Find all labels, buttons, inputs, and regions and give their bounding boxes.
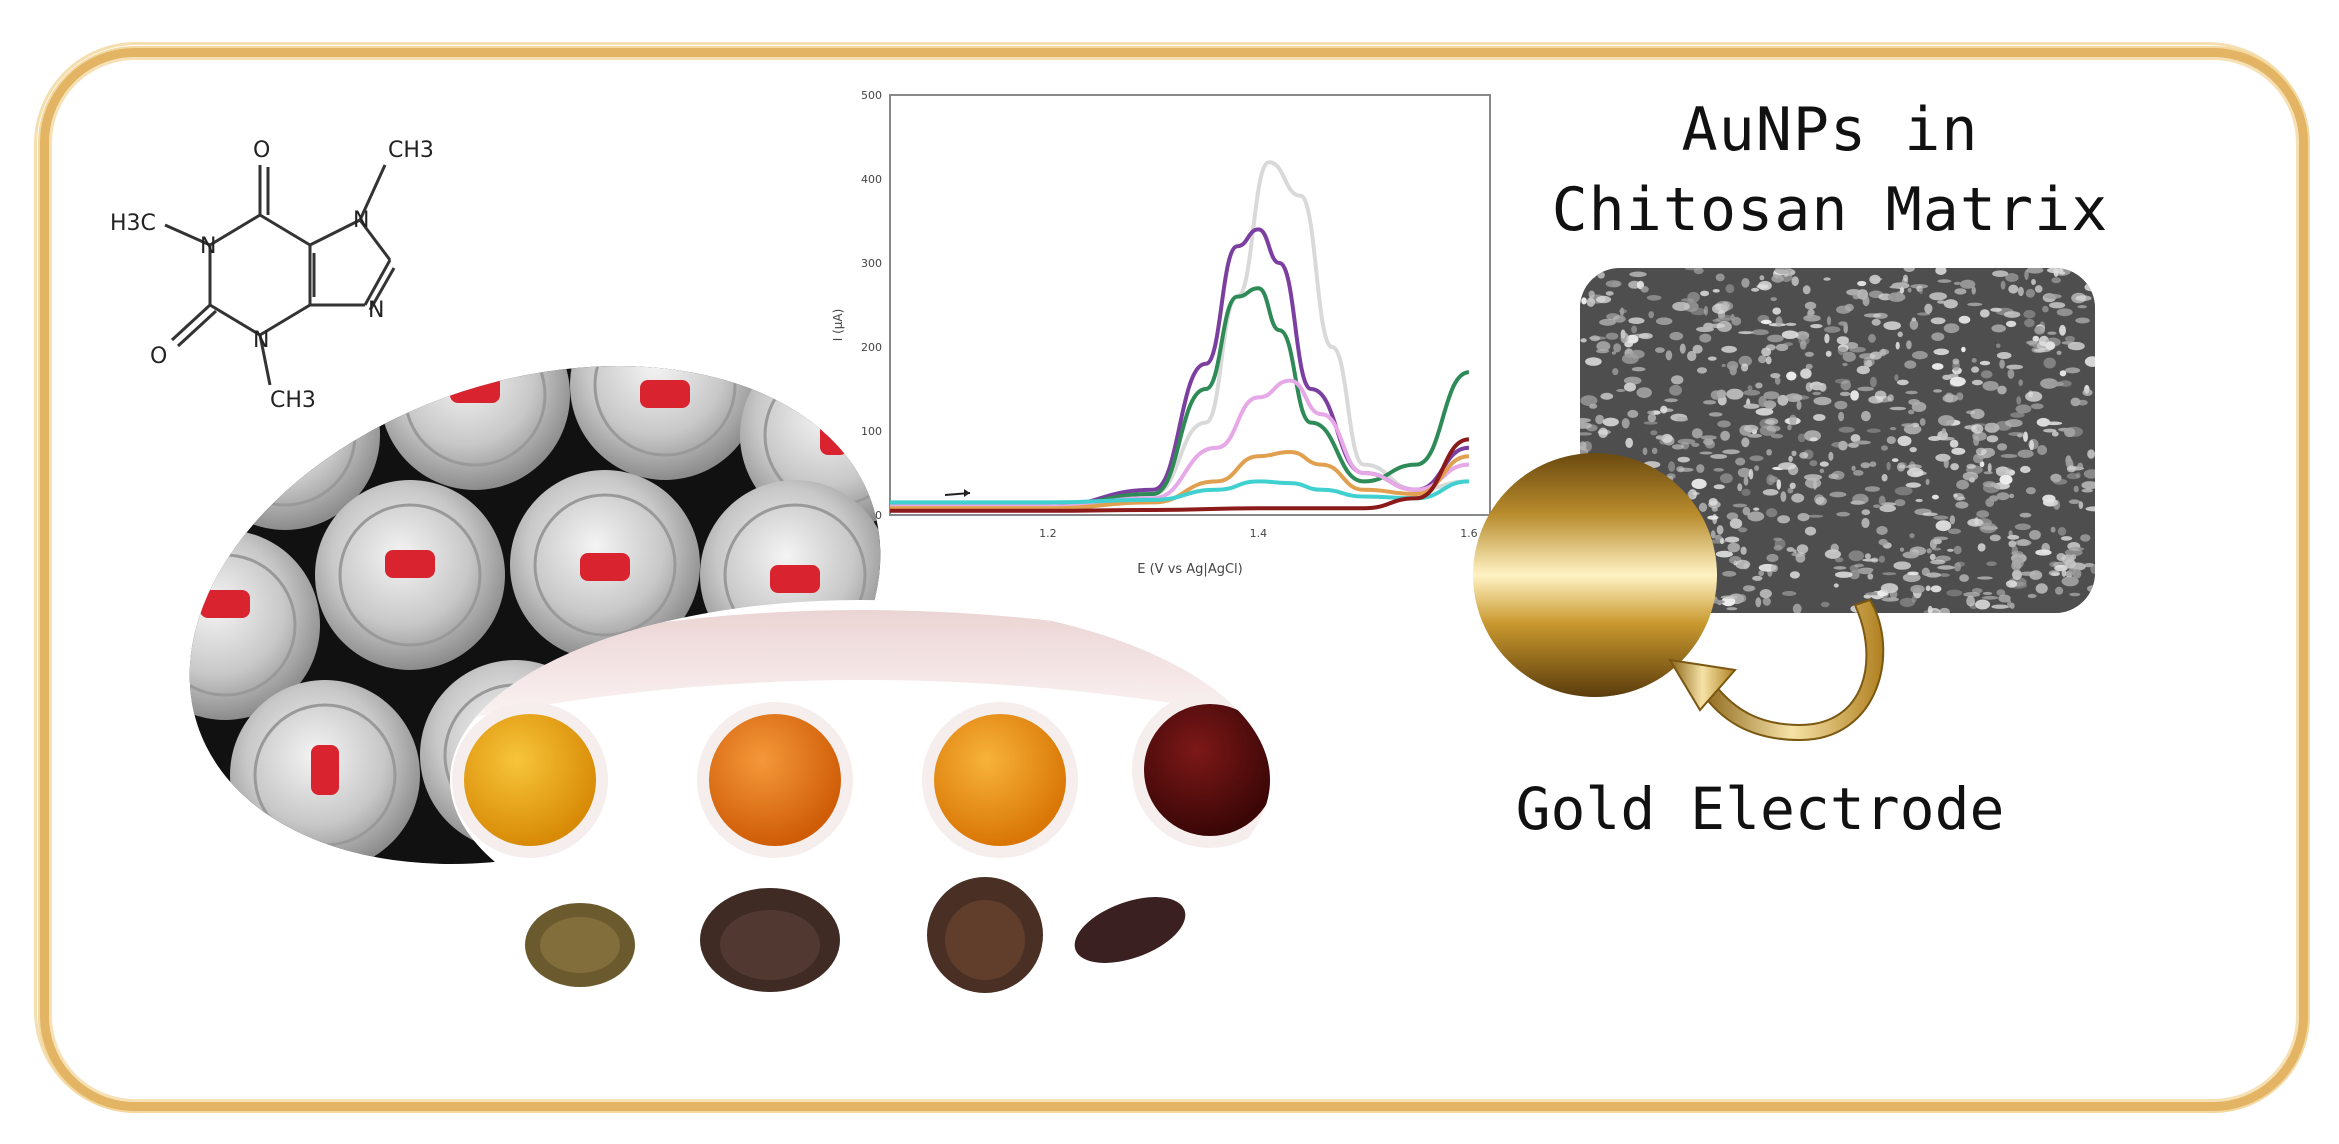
tea-cup-2 bbox=[697, 702, 853, 858]
caffeine-structure: CH3 H3C CH3 O O N N N N bbox=[110, 138, 434, 413]
title-block: AuNPs in Chitosan Matrix bbox=[1480, 90, 2180, 250]
n3-label: N bbox=[253, 328, 269, 353]
tea-leaves bbox=[525, 877, 1186, 993]
chart-plot-area bbox=[889, 94, 1491, 516]
frame-outer-glow bbox=[34, 42, 2310, 1113]
h3c-left-label: H3C bbox=[110, 211, 156, 236]
chart-x-axis-label: E (V vs Ag|AgCl) bbox=[1137, 562, 1242, 577]
oxygen-bottom-label: O bbox=[150, 344, 167, 369]
chart-y-axis-label: I (µA) bbox=[831, 309, 845, 342]
n1-label: N bbox=[200, 234, 216, 259]
ch3-bottom-label: CH3 bbox=[270, 388, 316, 413]
chart-series-line-6 bbox=[889, 479, 1470, 505]
tea-cup-4 bbox=[1132, 692, 1270, 848]
chart-y-tick-label: 500 bbox=[861, 89, 882, 102]
chart-x-tick-label: 1.6 bbox=[1460, 527, 1478, 540]
n7-label: N bbox=[353, 208, 369, 233]
tea-cup-3 bbox=[922, 702, 1078, 858]
molecule-bonds bbox=[164, 164, 396, 386]
chart-y-tick-label: 0 bbox=[875, 509, 882, 522]
chart-series-line-5 bbox=[890, 449, 1470, 511]
title-line-2: Chitosan Matrix bbox=[1551, 175, 2109, 245]
ch3-top-label: CH3 bbox=[388, 138, 434, 163]
voltammogram-chart: 0 100 200 300 400 500 1.2 1.4 1.6 I (µA) E (V v… bbox=[831, 89, 1491, 577]
chart-y-tick-label: 300 bbox=[861, 257, 882, 270]
chart-x-tick-label: 1.2 bbox=[1039, 527, 1057, 540]
scan-direction-arrowhead bbox=[964, 489, 970, 497]
chart-y-tick-label: 400 bbox=[861, 173, 882, 186]
gold-electrode-disc bbox=[1473, 453, 1717, 697]
oxygen-top-label: O bbox=[253, 138, 270, 163]
title-line-1: AuNPs in bbox=[1681, 95, 1979, 165]
gold-curved-arrow bbox=[1668, 598, 1885, 742]
chart-y-tick-label: 100 bbox=[861, 425, 882, 438]
chart-x-tick-label: 1.4 bbox=[1250, 527, 1268, 540]
n9-label: N bbox=[368, 298, 384, 323]
gold-electrode-caption: Gold Electrode bbox=[1515, 775, 2005, 843]
tea-cup-1 bbox=[452, 702, 608, 858]
chart-y-tick-label: 200 bbox=[861, 341, 882, 354]
chart-series-line-7 bbox=[890, 437, 1470, 513]
tea-cups-photo bbox=[450, 600, 1270, 993]
